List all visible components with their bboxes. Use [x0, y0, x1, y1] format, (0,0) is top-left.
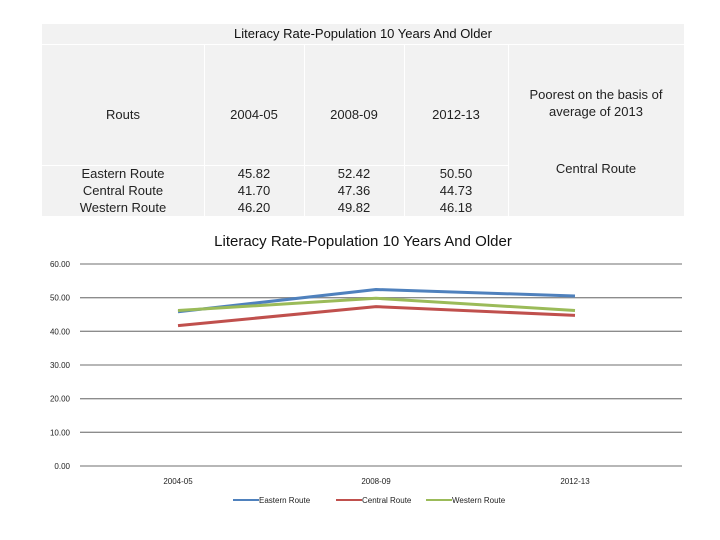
- x-tick-label: 2008-09: [361, 477, 391, 486]
- chart-title: Literacy Rate-Population 10 Years And Ol…: [214, 233, 512, 250]
- column-divider: [304, 44, 305, 216]
- legend-label-central-route: Central Route: [362, 496, 412, 505]
- column-divider: [404, 44, 405, 216]
- route-name: Western Route: [79, 200, 167, 215]
- table-cell: 46.20: [237, 200, 271, 215]
- table-cell: 46.18: [439, 200, 473, 215]
- y-tick-label: 30.00: [50, 361, 71, 370]
- y-tick-label: 0.00: [54, 462, 70, 471]
- gridlines: [80, 263, 682, 467]
- x-axis-ticks: 2004-05 2008-09 2012-13: [163, 477, 590, 486]
- legend: Eastern Route Central Route Western Route: [233, 496, 506, 505]
- table-cell: 45.82: [237, 166, 271, 181]
- header-2004-05: 2004-05: [230, 107, 278, 122]
- data-table: Literacy Rate-Population 10 Years And Ol…: [42, 24, 684, 216]
- table-title: Literacy Rate-Population 10 Years And Ol…: [42, 24, 684, 45]
- table-cell: 52.42: [337, 166, 371, 181]
- column-2012-13: 50.50 44.73 46.18: [404, 165, 508, 216]
- column-divider: [204, 44, 205, 216]
- route-name: Central Route: [82, 183, 164, 198]
- poorest-route: Central Route: [555, 161, 637, 176]
- x-tick-label: 2004-05: [163, 477, 193, 486]
- y-tick-label: 20.00: [50, 395, 71, 404]
- table-cell: 47.36: [337, 183, 371, 198]
- header-2012-13: 2012-13: [432, 107, 480, 122]
- route-name: Eastern Route: [81, 166, 165, 181]
- y-tick-label: 60.00: [50, 260, 71, 269]
- table-cell: 49.82: [337, 200, 371, 215]
- table-cell: 50.50: [439, 166, 473, 181]
- header-routs: Routs: [106, 107, 140, 122]
- header-poorest: Poorest on the basis of average of 2013: [529, 87, 663, 119]
- y-axis-ticks: 0.00 10.00 20.00 30.00 40.00 50.00 60.00: [50, 260, 71, 471]
- header-2008-09: 2008-09: [330, 107, 378, 122]
- row-divider: [42, 165, 508, 166]
- y-tick-label: 10.00: [50, 428, 71, 437]
- line-chart: Literacy Rate-Population 10 Years And Ol…: [50, 233, 682, 505]
- table-cell: 44.73: [439, 183, 473, 198]
- legend-label-eastern-route: Eastern Route: [259, 496, 311, 505]
- y-tick-label: 40.00: [50, 327, 71, 336]
- series-line-central-route: [177, 305, 576, 328]
- column-2008-09: 52.42 47.36 49.82: [304, 165, 404, 216]
- x-tick-label: 2012-13: [560, 477, 590, 486]
- legend-label-western-route: Western Route: [452, 496, 506, 505]
- route-column: Eastern Route Central Route Western Rout…: [42, 165, 204, 216]
- y-tick-label: 50.00: [50, 294, 71, 303]
- series-lines: [177, 288, 576, 328]
- column-2004-05: 45.82 41.70 46.20: [204, 165, 304, 216]
- series-line-western-route: [177, 296, 576, 312]
- table-cell: 41.70: [237, 183, 271, 198]
- series-line-eastern-route: [177, 288, 576, 314]
- column-divider: [508, 44, 509, 216]
